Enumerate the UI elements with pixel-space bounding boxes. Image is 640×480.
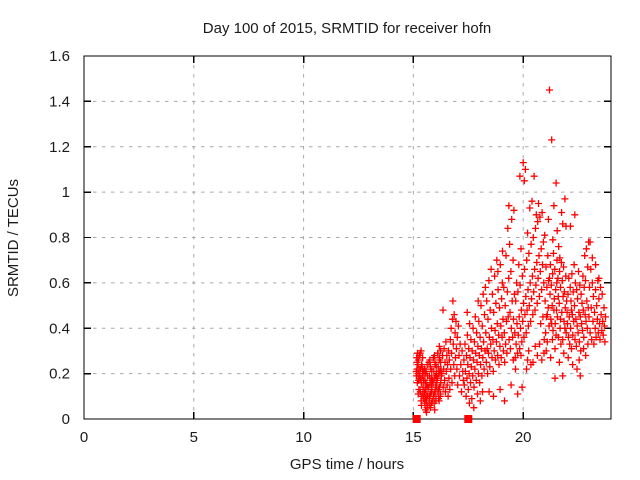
square-marker [464,415,473,423]
y-tick-label: 0.6 [49,275,70,292]
plot-border [83,55,612,420]
chart-title: Day 100 of 2015, SRMTID for receiver hof… [203,20,491,37]
x-tick-labels: 0 5 10 15 20 [80,429,532,446]
y-axis-label: SRMTID / TECUs [5,179,22,297]
x-tick-label: 20 [515,429,532,446]
y-tick-label: 1.6 [49,48,70,65]
y-tick-label: 0 [62,411,70,428]
y-tick-label: 1 [62,184,70,201]
y-tick-labels: 0 0.2 0.4 0.6 0.8 1 1.2 1.4 1.6 [49,48,70,428]
x-axis-label: GPS time / hours [290,456,404,473]
y-tick-label: 0.8 [49,230,70,247]
square-marker [412,415,421,423]
y-tick-label: 0.2 [49,366,70,383]
x-tick-label: 0 [80,429,88,446]
plus-markers-series [412,86,609,416]
y-tick-label: 1.2 [49,139,70,156]
data-points [412,86,609,423]
x-tick-label: 5 [190,429,198,446]
y-tick-label: 0.4 [49,320,70,337]
y-tick-label: 1.4 [49,93,70,110]
x-tick-label: 10 [295,429,312,446]
x-tick-label: 15 [405,429,422,446]
